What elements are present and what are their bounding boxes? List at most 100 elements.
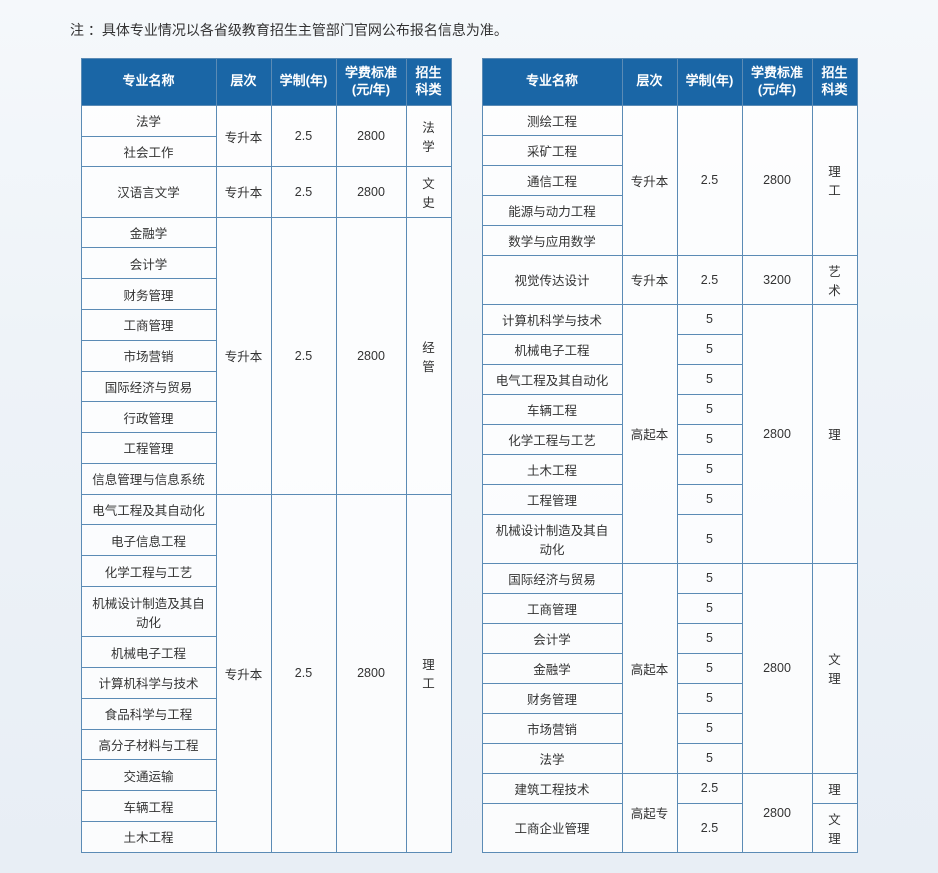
table-row: 电气工程及其自动化专升本2.52800理 工 [81,494,451,525]
table-row: 建筑工程技术高起专2.52800理 [482,773,857,803]
table-cell: 2.5 [271,105,336,167]
table-cell: 3200 [742,255,812,304]
table-cell: 工程管理 [81,433,216,464]
table-cell: 2.5 [271,217,336,494]
table-cell: 高起本 [622,304,677,563]
table-cell: 车辆工程 [81,791,216,822]
table-cell: 高分子材料与工程 [81,729,216,760]
table-cell: 5 [677,563,742,593]
table-cell: 专升本 [622,105,677,255]
th-major: 专业名称 [482,59,622,106]
table-cell: 理 工 [406,494,451,852]
table-cell: 2800 [336,105,406,167]
left-table: 专业名称 层次 学制(年) 学费标准(元/年) 招生科类 法学专升本2.5280… [81,58,452,853]
table-cell: 电气工程及其自动化 [81,494,216,525]
table-cell: 5 [677,484,742,514]
header-row: 专业名称 层次 学制(年) 学费标准(元/年) 招生科类 [81,59,451,106]
note-text: 注 ：具体专业情况以各省级教育招生主管部门官网公布报名信息为准。 [40,20,898,40]
table-cell: 5 [677,364,742,394]
table-cell: 电气工程及其自动化 [482,364,622,394]
table-cell: 5 [677,593,742,623]
table-cell: 2.5 [677,803,742,852]
th-level: 层次 [622,59,677,106]
table-cell: 2800 [742,105,812,255]
table-cell: 5 [677,653,742,683]
table-cell: 化学工程与工艺 [81,556,216,587]
table-cell: 机械设计制造及其自动化 [482,514,622,563]
th-tuition: 学费标准(元/年) [742,59,812,106]
table-cell: 会计学 [81,248,216,279]
table-cell: 机械电子工程 [81,637,216,668]
tables-container: 专业名称 层次 学制(年) 学费标准(元/年) 招生科类 法学专升本2.5280… [40,58,898,853]
table-cell: 专升本 [216,217,271,494]
table-cell: 能源与动力工程 [482,195,622,225]
table-cell: 2800 [336,494,406,852]
table-cell: 土木工程 [482,454,622,484]
table-cell: 财务管理 [81,279,216,310]
th-level: 层次 [216,59,271,106]
table-cell: 工程管理 [482,484,622,514]
table-cell: 2.5 [677,773,742,803]
table-cell: 国际经济与贸易 [482,563,622,593]
table-cell: 高起专 [622,773,677,852]
table-cell: 通信工程 [482,165,622,195]
table-row: 法学专升本2.52800法 学 [81,105,451,136]
table-cell: 2.5 [271,167,336,217]
table-cell: 专升本 [216,167,271,217]
table-cell: 会计学 [482,623,622,653]
table-cell: 理 工 [812,105,857,255]
table-cell: 5 [677,623,742,653]
table-cell: 2800 [336,167,406,217]
table-cell: 5 [677,514,742,563]
table-cell: 文 理 [812,803,857,852]
table-cell: 视觉传达设计 [482,255,622,304]
table-cell: 5 [677,713,742,743]
table-cell: 金融学 [81,217,216,248]
table-cell: 行政管理 [81,402,216,433]
table-cell: 数学与应用数学 [482,225,622,255]
table-cell: 交通运输 [81,760,216,791]
table-cell: 食品科学与工程 [81,698,216,729]
table-cell: 采矿工程 [482,135,622,165]
table-cell: 法 学 [406,105,451,167]
table-cell: 计算机科学与技术 [482,304,622,334]
table-cell: 专升本 [622,255,677,304]
header-row: 专业名称 层次 学制(年) 学费标准(元/年) 招生科类 [482,59,857,106]
table-cell: 5 [677,334,742,364]
table-cell: 土木工程 [81,821,216,852]
table-cell: 工商企业管理 [482,803,622,852]
table-cell: 工商管理 [81,309,216,340]
table-cell: 2.5 [677,105,742,255]
table-cell: 理 [812,773,857,803]
th-duration: 学制(年) [677,59,742,106]
table-cell: 5 [677,304,742,334]
table-cell: 5 [677,683,742,713]
table-row: 汉语言文学专升本2.52800文 史 [81,167,451,217]
table-cell: 车辆工程 [482,394,622,424]
table-row: 视觉传达设计专升本2.53200艺 术 [482,255,857,304]
table-row: 国际经济与贸易高起本52800文 理 [482,563,857,593]
table-cell: 理 [812,304,857,563]
table-cell: 信息管理与信息系统 [81,463,216,494]
table-cell: 测绘工程 [482,105,622,135]
table-cell: 机械设计制造及其自动化 [81,586,216,636]
th-category: 招生科类 [406,59,451,106]
table-cell: 艺 术 [812,255,857,304]
table-cell: 市场营销 [81,340,216,371]
table-cell: 5 [677,394,742,424]
table-cell: 电子信息工程 [81,525,216,556]
table-row: 测绘工程专升本2.52800理 工 [482,105,857,135]
right-table: 专业名称 层次 学制(年) 学费标准(元/年) 招生科类 测绘工程专升本2.52… [482,58,858,853]
table-cell: 高起本 [622,563,677,773]
table-cell: 法学 [81,105,216,136]
table-row: 金融学专升本2.52800经 管 [81,217,451,248]
table-cell: 市场营销 [482,713,622,743]
table-cell: 5 [677,424,742,454]
table-cell: 财务管理 [482,683,622,713]
th-duration: 学制(年) [271,59,336,106]
table-cell: 专升本 [216,105,271,167]
th-tuition: 学费标准(元/年) [336,59,406,106]
table-cell: 专升本 [216,494,271,852]
table-row: 计算机科学与技术高起本52800理 [482,304,857,334]
table-cell: 金融学 [482,653,622,683]
